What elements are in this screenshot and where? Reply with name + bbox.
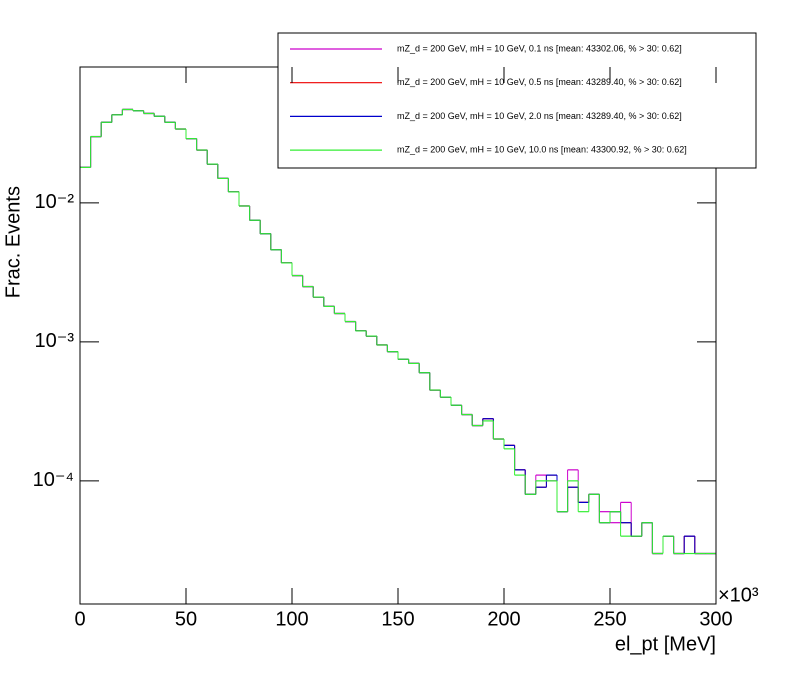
y-axis-label: Frac. Events bbox=[2, 186, 24, 298]
series bbox=[80, 108, 716, 555]
plot-area bbox=[80, 108, 716, 555]
legend-label: mZ_d = 200 GeV, mH = 10 GeV, 10.0 ns [me… bbox=[397, 144, 687, 154]
x-multiplier: ×10³ bbox=[718, 584, 759, 606]
x-tick-label: 250 bbox=[593, 608, 626, 630]
x-tick-label: 100 bbox=[275, 608, 308, 630]
legend-box bbox=[277, 32, 757, 169]
y-tick-label: 10⁻³ bbox=[35, 330, 75, 352]
legend-label: mZ_d = 200 GeV, mH = 10 GeV, 0.1 ns [mea… bbox=[397, 43, 682, 53]
x-tick-label: 0 bbox=[74, 608, 85, 630]
legend-label: mZ_d = 200 GeV, mH = 10 GeV, 2.0 ns [mea… bbox=[397, 111, 682, 121]
x-axis-label: el_pt [MeV] bbox=[615, 633, 716, 655]
x-tick-label: 50 bbox=[175, 608, 197, 630]
y-tick-label: 10⁻⁴ bbox=[33, 469, 74, 491]
x-tick-label: 200 bbox=[487, 608, 520, 630]
x-tick-label: 150 bbox=[381, 608, 414, 630]
legend-label: mZ_d = 200 GeV, mH = 10 GeV, 0.5 ns [mea… bbox=[397, 77, 682, 87]
y-tick-label: 10⁻² bbox=[35, 191, 75, 213]
legend: mZ_d = 200 GeV, mH = 10 GeV, 0.1 ns [mea… bbox=[277, 32, 757, 169]
x-tick-label: 300 bbox=[699, 608, 732, 630]
